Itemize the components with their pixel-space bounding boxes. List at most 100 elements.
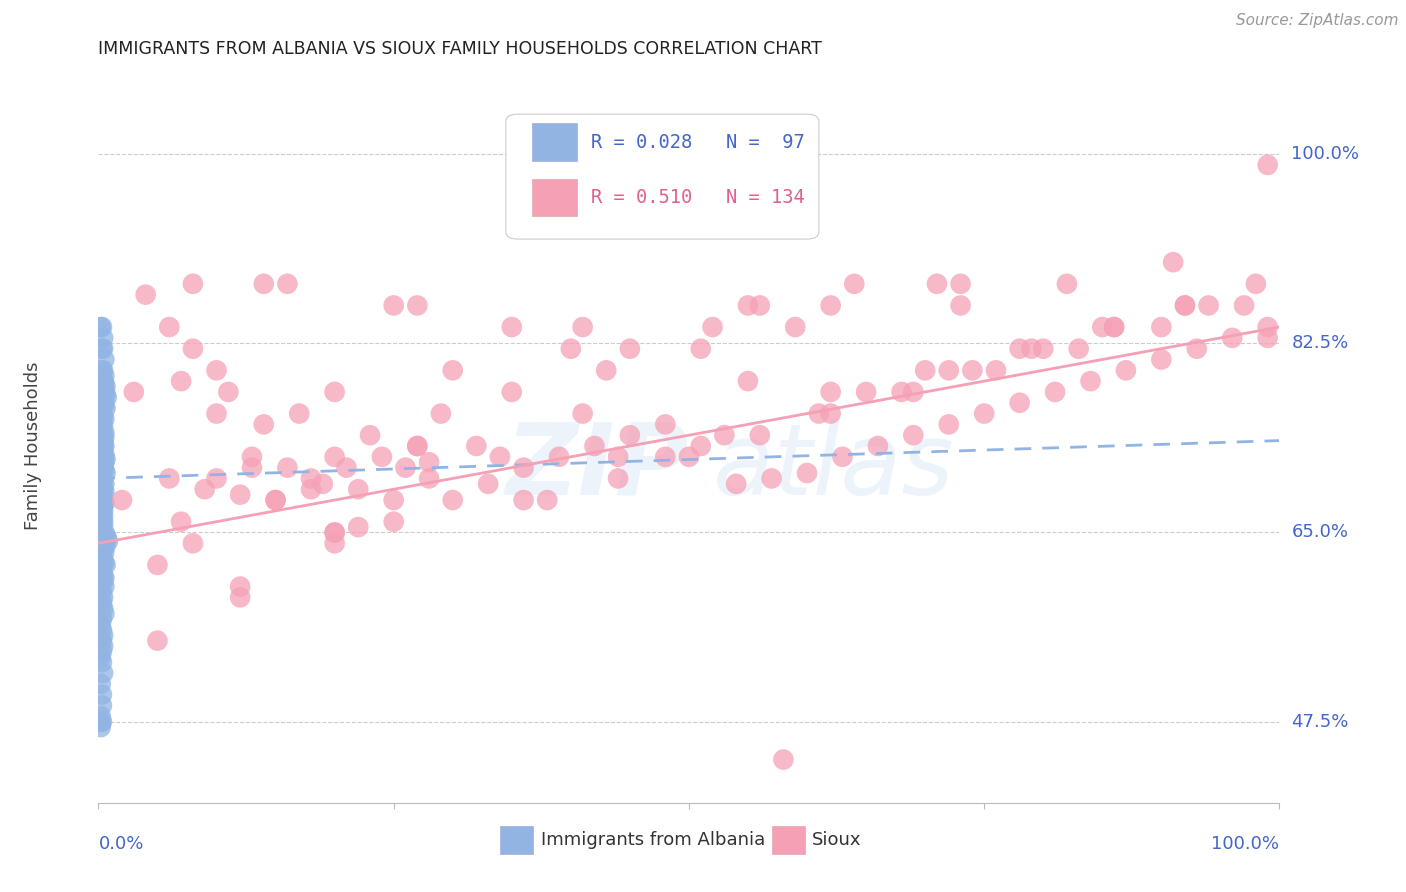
Point bbox=[737, 298, 759, 312]
Point bbox=[91, 549, 114, 564]
Point bbox=[93, 580, 115, 594]
Text: 82.5%: 82.5% bbox=[1291, 334, 1348, 352]
Point bbox=[748, 428, 770, 442]
Bar bbox=[531, 179, 576, 216]
Point bbox=[170, 515, 193, 529]
Point bbox=[91, 515, 114, 529]
Point bbox=[253, 417, 276, 432]
Point bbox=[93, 556, 115, 570]
Point bbox=[90, 617, 112, 632]
Point bbox=[748, 298, 770, 312]
Point bbox=[312, 476, 335, 491]
Point bbox=[501, 320, 523, 334]
Point bbox=[91, 714, 114, 729]
Point bbox=[548, 450, 571, 464]
Point bbox=[93, 376, 115, 391]
Text: atlas: atlas bbox=[713, 419, 955, 516]
Point bbox=[1257, 331, 1279, 345]
Point bbox=[90, 677, 112, 691]
Point bbox=[93, 384, 115, 399]
Point bbox=[925, 277, 948, 291]
Point bbox=[91, 574, 114, 589]
Point bbox=[560, 342, 582, 356]
Point bbox=[914, 363, 936, 377]
Point bbox=[91, 407, 114, 421]
Text: R = 0.028   N =  97: R = 0.028 N = 97 bbox=[591, 133, 804, 152]
Point bbox=[725, 476, 748, 491]
Point bbox=[93, 412, 115, 426]
Point bbox=[205, 407, 228, 421]
Point bbox=[91, 541, 114, 556]
Point bbox=[323, 525, 346, 540]
Point bbox=[1056, 277, 1078, 291]
Text: Immigrants from Albania: Immigrants from Albania bbox=[541, 831, 765, 849]
Point bbox=[170, 374, 193, 388]
Point bbox=[91, 601, 114, 615]
Point bbox=[93, 448, 115, 462]
Point bbox=[91, 491, 114, 505]
Point bbox=[359, 428, 381, 442]
Point bbox=[91, 320, 114, 334]
Point bbox=[93, 368, 115, 383]
Point bbox=[91, 409, 114, 423]
Point bbox=[93, 536, 115, 550]
Point bbox=[157, 471, 180, 485]
Point bbox=[91, 644, 114, 658]
Point bbox=[820, 298, 842, 312]
Point bbox=[737, 374, 759, 388]
Point bbox=[94, 452, 117, 467]
Point bbox=[962, 363, 984, 377]
Point bbox=[276, 277, 298, 291]
Point bbox=[1161, 255, 1184, 269]
Point bbox=[91, 504, 114, 518]
Point bbox=[571, 407, 593, 421]
Point bbox=[489, 450, 512, 464]
Point bbox=[90, 320, 112, 334]
Point bbox=[91, 639, 114, 653]
Point bbox=[91, 450, 114, 464]
Text: Family Households: Family Households bbox=[24, 362, 42, 530]
Text: Source: ZipAtlas.com: Source: ZipAtlas.com bbox=[1236, 13, 1399, 29]
Point bbox=[240, 450, 263, 464]
Point bbox=[94, 466, 117, 480]
Point bbox=[761, 471, 783, 485]
Point bbox=[607, 471, 630, 485]
Point bbox=[91, 628, 114, 642]
Point bbox=[91, 552, 114, 566]
Point bbox=[94, 558, 117, 572]
Bar bbox=[772, 826, 804, 855]
Point bbox=[91, 342, 114, 356]
Point bbox=[394, 460, 416, 475]
Point bbox=[595, 363, 617, 377]
Point bbox=[1150, 352, 1173, 367]
Point bbox=[844, 277, 866, 291]
Point bbox=[93, 496, 115, 510]
Point bbox=[91, 568, 114, 582]
Text: 47.5%: 47.5% bbox=[1291, 713, 1348, 731]
Point bbox=[949, 298, 972, 312]
Point bbox=[1257, 158, 1279, 172]
Point bbox=[91, 417, 114, 432]
Point bbox=[1067, 342, 1090, 356]
Point bbox=[94, 539, 117, 553]
Point bbox=[1150, 320, 1173, 334]
Point bbox=[91, 474, 114, 488]
Point bbox=[689, 342, 711, 356]
Bar bbox=[531, 123, 576, 161]
Point bbox=[371, 450, 394, 464]
Point bbox=[973, 407, 995, 421]
Point bbox=[820, 407, 842, 421]
Point bbox=[91, 437, 114, 451]
Point bbox=[91, 423, 114, 437]
Point bbox=[93, 545, 115, 559]
Point bbox=[323, 450, 346, 464]
Text: R = 0.510   N = 134: R = 0.510 N = 134 bbox=[591, 188, 804, 207]
Point bbox=[91, 698, 114, 713]
Point bbox=[619, 342, 641, 356]
Point bbox=[94, 379, 117, 393]
Point bbox=[1043, 384, 1066, 399]
Point bbox=[607, 450, 630, 464]
Text: 65.0%: 65.0% bbox=[1291, 524, 1348, 541]
Point bbox=[323, 536, 346, 550]
Point bbox=[406, 439, 429, 453]
